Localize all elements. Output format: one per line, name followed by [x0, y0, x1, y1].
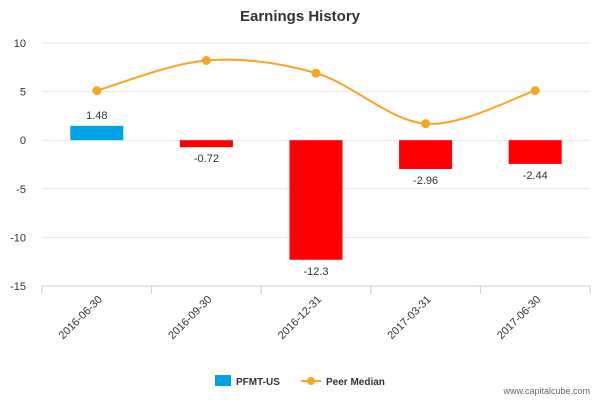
bar-label-2017-03-31: -2.96: [413, 175, 438, 187]
bar-label-2016-06-30: 1.48: [86, 110, 107, 122]
legend-swatch-pfmt-us: [215, 375, 231, 386]
peer-median-point-2016-06-30[interactable]: [92, 86, 102, 96]
bar-2017-03-31[interactable]: [399, 140, 453, 169]
chart-title: Earnings History: [240, 8, 361, 25]
y-tick-label: 5: [20, 87, 26, 99]
y-tick-label: -5: [16, 184, 26, 196]
x-tick-label: 2016-12-31: [276, 294, 324, 342]
bar-series: [70, 125, 562, 260]
y-axis-ticks: 10 5 0 -5 -10 -15: [10, 38, 26, 293]
y-tick-label: -10: [10, 232, 26, 244]
bar-2016-06-30[interactable]: [70, 125, 124, 141]
legend: PFMT-US Peer Median: [215, 375, 385, 388]
legend-label-peer-median[interactable]: Peer Median: [326, 377, 385, 388]
x-tick-label: 2016-09-30: [166, 294, 214, 342]
peer-median-point-2017-06-30[interactable]: [530, 86, 540, 96]
x-tick-label: 2016-06-30: [57, 294, 105, 342]
bar-label-2017-06-30: -2.44: [523, 170, 548, 182]
y-tick-label: 10: [14, 38, 26, 50]
credit-text: www.capitalcube.com: [502, 386, 590, 396]
bar-label-2016-09-30: -0.72: [194, 153, 219, 165]
legend-label-pfmt-us[interactable]: PFMT-US: [236, 377, 280, 388]
bar-label-2016-12-31: -12.3: [303, 266, 328, 278]
bar-2016-12-31[interactable]: [289, 140, 343, 260]
y-tick-label: -15: [10, 281, 26, 293]
bar-data-labels: 1.48 -0.72 -12.3 -2.96 -2.44: [86, 110, 548, 278]
y-tick-label: 0: [20, 135, 26, 147]
legend-marker-peer-median: [307, 377, 315, 385]
x-tick-label: 2017-06-30: [495, 294, 543, 342]
peer-median-series: [92, 55, 540, 129]
peer-median-point-2016-12-31[interactable]: [311, 68, 321, 78]
peer-median-point-2016-09-30[interactable]: [201, 55, 211, 65]
x-tick-label: 2017-03-31: [385, 294, 433, 342]
x-axis: 2016-06-30 2016-09-30 2016-12-31 2017-03-31…: [41, 285, 591, 342]
peer-median-point-2017-03-31[interactable]: [421, 119, 431, 129]
bar-2017-06-30[interactable]: [508, 140, 562, 164]
bar-2016-09-30[interactable]: [179, 140, 233, 148]
